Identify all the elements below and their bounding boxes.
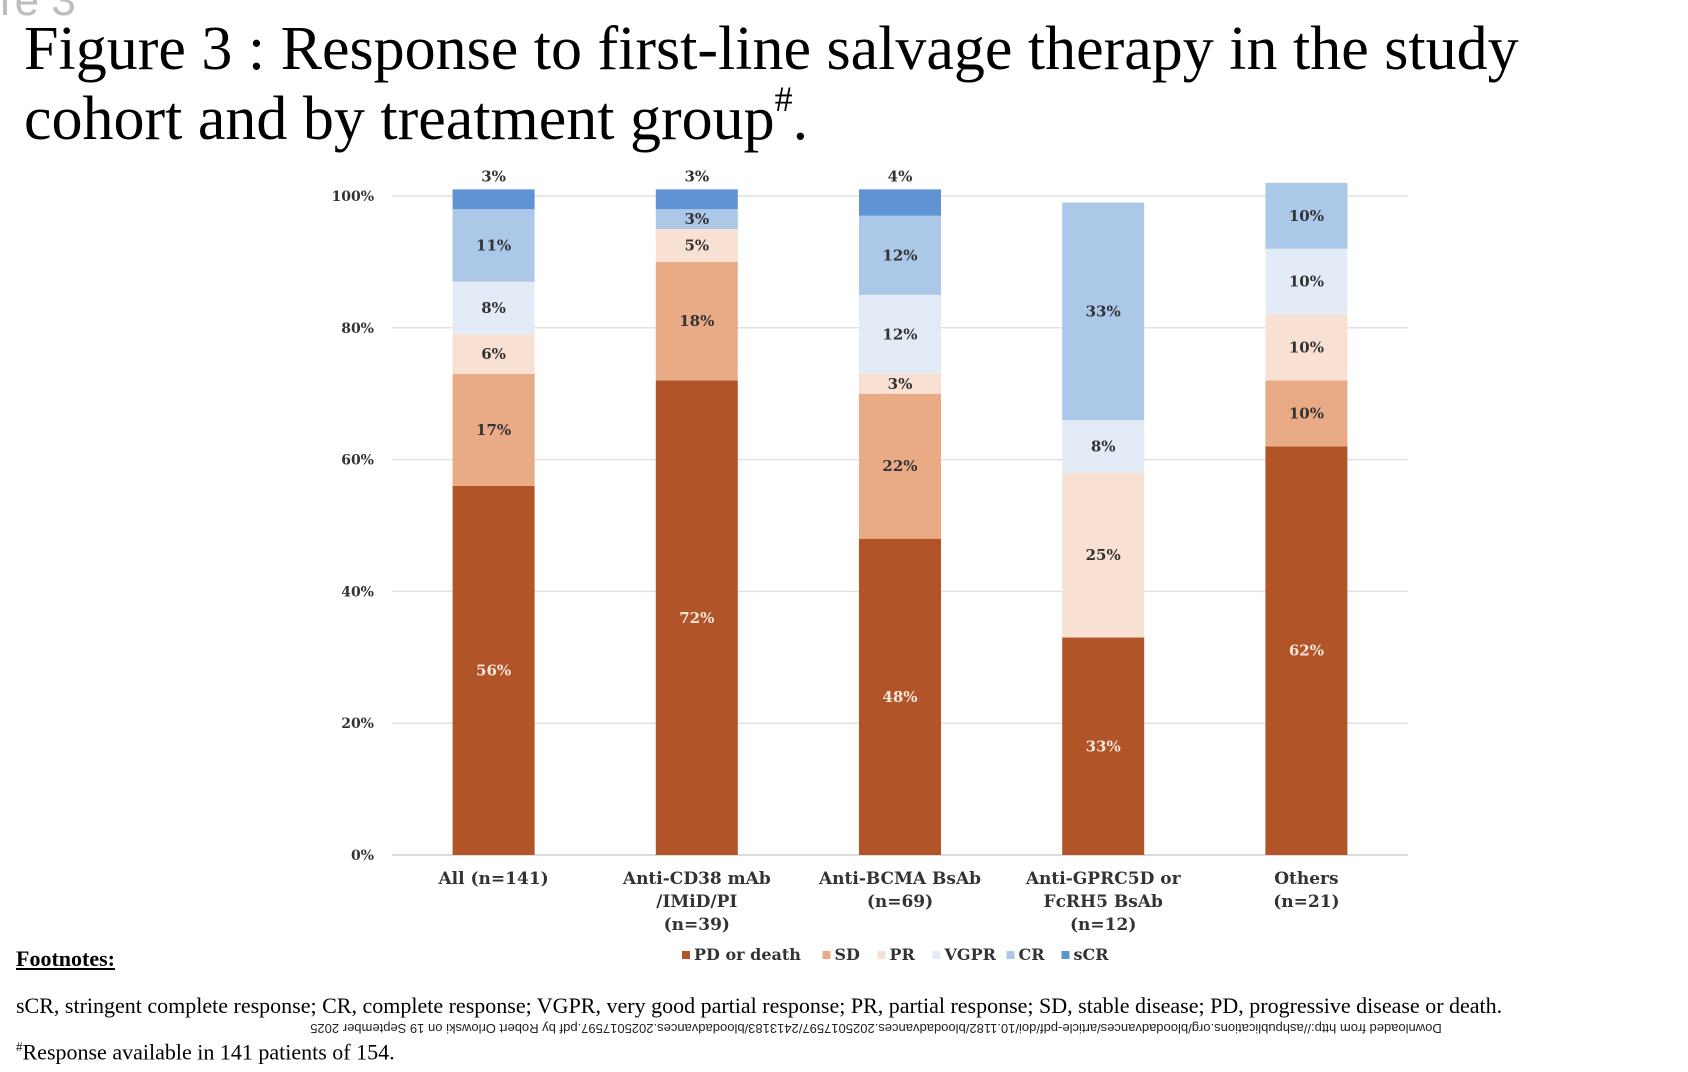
bar-data-label: 3% xyxy=(888,375,913,393)
figure-title: Figure 3 : Response to first-line salvag… xyxy=(24,14,1664,154)
bar-segment xyxy=(1265,446,1348,855)
y-tick-label: 80% xyxy=(341,321,374,337)
legend-swatch xyxy=(822,951,831,959)
bar-segment xyxy=(1062,420,1145,473)
stacked-bar-chart: 0% 20% 40% 60% 80% 100% 56% 17% 6% 8% 11% 3% 72% 18%… xyxy=(331,167,1408,964)
bar-data-label: 6% xyxy=(481,345,506,363)
bar-data-label: 12% xyxy=(882,325,917,343)
y-tick-label: 100% xyxy=(331,189,374,205)
bars xyxy=(452,182,1348,855)
legend-label: SD xyxy=(835,945,861,964)
bar-segment xyxy=(859,215,941,295)
bar-segment xyxy=(1062,472,1145,638)
bar-data-label: 10% xyxy=(1289,404,1324,422)
figure-title-superscript: # xyxy=(774,79,793,120)
bar-data-label: 8% xyxy=(481,299,506,317)
legend: PD or death SD PR VGPR CR sCR xyxy=(682,945,1109,964)
bar-segment xyxy=(655,189,738,210)
bar-data-label: 11% xyxy=(476,236,511,254)
bar-data-label: 25% xyxy=(1086,546,1121,564)
legend-swatch xyxy=(682,951,690,959)
legend-label: CR xyxy=(1019,945,1046,964)
figure-title-text: Figure 3 : Response to first-line salvag… xyxy=(24,15,1519,153)
legend-label: PR xyxy=(890,945,916,964)
bar-data-label: 22% xyxy=(882,457,917,475)
y-tick-label: 20% xyxy=(341,716,374,732)
bar-data-label: 12% xyxy=(882,246,917,264)
footnote-response-marker: # xyxy=(16,1039,23,1054)
figure-title-end: . xyxy=(792,85,809,153)
bar-data-label: 10% xyxy=(1289,273,1324,291)
bar-segment xyxy=(452,189,535,210)
x-tick-label: (n=12) xyxy=(1070,915,1136,935)
bar-data-label: 72% xyxy=(679,609,714,627)
x-tick-label: /IMiD/PI xyxy=(656,892,737,912)
bar-data-labels: 56% 17% 6% 8% 11% 3% 72% 18% 5% 3% 3% 48% 22% 3% 12% 12… xyxy=(476,167,1324,755)
bar-segment xyxy=(655,228,738,262)
bar-segment xyxy=(1265,182,1348,249)
bar-data-label: 3% xyxy=(481,167,506,185)
y-axis-tick-labels: 0% 20% 40% 60% 80% 100% xyxy=(331,189,374,864)
figure-label-fragment: re 3 xyxy=(0,0,76,25)
legend-swatch xyxy=(1061,951,1070,959)
bar-data-label: 17% xyxy=(476,421,511,439)
bar-data-label: 8% xyxy=(1091,437,1116,455)
bar-data-label: 33% xyxy=(1086,737,1121,755)
bar-segment xyxy=(1062,202,1145,421)
y-tick-label: 60% xyxy=(341,453,374,469)
y-tick-label: 40% xyxy=(341,584,374,600)
bar-segment xyxy=(452,281,535,335)
bar-segment xyxy=(1062,637,1145,855)
bar-data-label: 18% xyxy=(679,312,714,330)
bar-data-label: 3% xyxy=(684,167,709,185)
footnote-response-text: Response available in 141 patients of 15… xyxy=(22,1039,395,1065)
bar-data-label: 10% xyxy=(1289,339,1324,357)
x-tick-label: Anti-GPRC5D or xyxy=(1025,869,1182,889)
download-watermark-line: Downloaded from http://ashpublications.o… xyxy=(310,1021,1442,1036)
bar-segment xyxy=(1265,314,1348,381)
bar-segment xyxy=(1265,248,1348,315)
bar-segment xyxy=(859,189,941,216)
bar-segment xyxy=(859,373,941,394)
bar-data-label: 10% xyxy=(1289,207,1324,225)
y-tick-label: 0% xyxy=(351,848,374,864)
legend-label: PD or death xyxy=(694,945,801,964)
x-axis-category-labels: All (n=141) Anti-CD38 mAb/IMiD/PI (n=39) An… xyxy=(437,869,1339,935)
bar-segment xyxy=(452,485,535,855)
legend-swatch xyxy=(1006,951,1015,959)
x-tick-label: Others xyxy=(1274,869,1338,889)
bar-segment xyxy=(452,373,535,486)
bar-data-label: 5% xyxy=(684,236,709,254)
bar-segment xyxy=(655,209,738,229)
bar-segment xyxy=(655,261,738,381)
bar-data-label: 4% xyxy=(888,167,913,185)
footnote-response: #Response available in 141 patients of 1… xyxy=(16,1039,395,1065)
x-tick-label: Anti-CD38 mAb xyxy=(622,869,771,889)
bar-data-label: 33% xyxy=(1086,302,1121,320)
bar-data-label: 48% xyxy=(882,688,917,706)
x-tick-label: (n=39) xyxy=(664,915,730,935)
bar-segment xyxy=(655,380,738,855)
bar-segment xyxy=(859,538,941,855)
bar-data-label: 56% xyxy=(476,661,511,679)
footnotes-heading: Footnotes: xyxy=(16,946,115,971)
bar-segment xyxy=(859,294,941,374)
bar-segment xyxy=(452,334,535,374)
footnote-abbreviations: sCR, stringent complete response; CR, co… xyxy=(16,993,1503,1018)
bar-segment xyxy=(859,393,941,539)
x-tick-label: (n=69) xyxy=(867,892,933,912)
legend-label: VGPR xyxy=(944,945,997,964)
bar-segment xyxy=(1265,380,1348,447)
legend-swatch xyxy=(932,951,941,959)
bar-data-label: 62% xyxy=(1289,642,1324,660)
x-tick-label: Anti-BCMA BsAb xyxy=(818,869,981,889)
bar-segment xyxy=(452,209,535,282)
x-tick-label: (n=21) xyxy=(1273,892,1339,912)
legend-swatch xyxy=(877,951,886,959)
bar-data-label: 3% xyxy=(684,210,709,228)
x-tick-label: FcRH5 BsAb xyxy=(1044,892,1163,912)
legend-label: sCR xyxy=(1074,945,1110,964)
x-tick-label: All (n=141) xyxy=(437,869,548,889)
